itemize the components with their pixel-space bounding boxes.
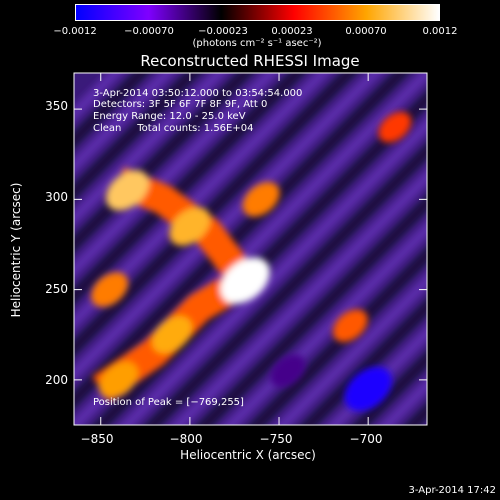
colorbar-tick: −0.00023 bbox=[198, 26, 248, 37]
x-axis-label: Heliocentric X (arcsec) bbox=[180, 448, 316, 462]
colorbar-tick: 0.00023 bbox=[271, 26, 313, 37]
colorbar bbox=[75, 4, 440, 21]
background-ripple bbox=[118, 116, 427, 425]
annotation-peak-position: Position of Peak = [−769,255] bbox=[93, 397, 244, 408]
x-tick-label: −850 bbox=[80, 432, 114, 446]
background-ripple bbox=[450, 40, 500, 440]
emission-source bbox=[242, 182, 280, 217]
background-ripple bbox=[196, 194, 427, 425]
background-ripple bbox=[144, 142, 427, 425]
y-axis-label: Heliocentric Y (arcsec) bbox=[9, 182, 23, 318]
colorbar-tick: −0.00070 bbox=[124, 26, 174, 37]
colorbar-tick: 0.0012 bbox=[422, 26, 458, 37]
annotation-clean-counts: Clean Total counts: 1.56E+04 bbox=[93, 123, 254, 134]
background-ripple bbox=[424, 40, 500, 440]
background-ripple bbox=[248, 246, 427, 425]
emission-source bbox=[270, 354, 306, 388]
background-ripple bbox=[92, 90, 427, 425]
y-tick-label: 300 bbox=[45, 190, 68, 204]
background-ripple bbox=[74, 73, 228, 227]
emission-source bbox=[91, 272, 129, 307]
annotation-time-range: 3-Apr-2014 03:50:12.000 to 03:54:54.000 bbox=[93, 88, 303, 99]
emission-source bbox=[169, 207, 211, 246]
colorbar-units: (photons cm⁻² s⁻¹ asec⁻²) bbox=[192, 38, 322, 49]
annotation-energy-range: Energy Range: 12.0 - 25.0 keV bbox=[93, 111, 246, 122]
background-ripple bbox=[74, 73, 306, 305]
background-ripple bbox=[170, 168, 427, 425]
x-tick-label: −700 bbox=[349, 432, 383, 446]
y-tick-label: 200 bbox=[45, 373, 68, 387]
background-ripple bbox=[74, 73, 124, 123]
background-ripple bbox=[74, 73, 254, 253]
emission-source bbox=[99, 361, 139, 399]
background-ripple bbox=[74, 73, 332, 331]
annotation-detectors: Detectors: 3F 5F 6F 7F 8F 9F, Att 0 bbox=[93, 99, 268, 110]
emission-source bbox=[344, 366, 392, 412]
colorbar-tick: −0.0012 bbox=[53, 26, 97, 37]
render-timestamp: 3-Apr-2014 17:42 bbox=[408, 485, 496, 496]
emission-source bbox=[152, 316, 193, 354]
background-ripple bbox=[74, 73, 280, 279]
colorbar-tick: 0.00070 bbox=[345, 26, 387, 37]
x-tick-label: −800 bbox=[169, 432, 203, 446]
background-ripple bbox=[74, 73, 176, 175]
background-ripple bbox=[74, 73, 150, 149]
background-ripple bbox=[352, 350, 427, 425]
background-ripple bbox=[74, 73, 202, 201]
emission-source bbox=[332, 309, 368, 342]
background-ripple bbox=[274, 272, 427, 425]
y-tick-label: 350 bbox=[45, 99, 68, 113]
emission-source bbox=[220, 257, 270, 304]
background-ripple bbox=[476, 40, 500, 440]
plot-frame bbox=[73, 72, 428, 426]
chart-title: Reconstructed RHESSI Image bbox=[140, 52, 360, 70]
emission-source bbox=[378, 111, 412, 143]
x-tick-label: −750 bbox=[259, 432, 293, 446]
emission-source bbox=[105, 170, 150, 211]
y-tick-label: 250 bbox=[45, 282, 68, 296]
